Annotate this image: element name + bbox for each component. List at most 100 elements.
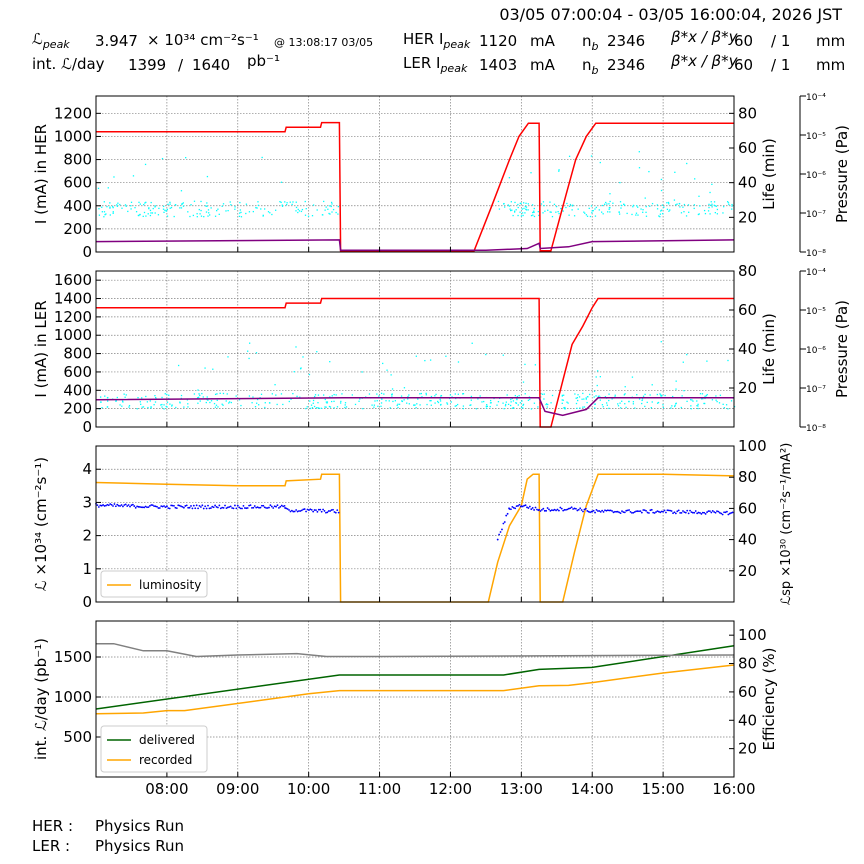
pressure-point — [440, 395, 442, 397]
panel-luminosity: 0 1 2 3 4 20 40 60 80 100 ℒ ×10³⁴ (cm⁻²s⁻¹) ℒsp ×10… — [32, 437, 794, 611]
int-lumi-label: int. ℒ/day — [32, 55, 105, 73]
specific-lumi-point — [221, 506, 224, 509]
specific-lumi-point — [170, 504, 173, 507]
pressure-point — [207, 399, 209, 401]
pressure-point — [659, 216, 661, 218]
specific-lumi-point — [687, 512, 690, 515]
pressure-point — [691, 399, 693, 401]
specific-lumi-point — [209, 507, 212, 510]
specific-lumi-point — [728, 512, 731, 515]
pressure-point — [415, 407, 417, 409]
pressure-point — [166, 406, 168, 408]
pressure-point — [104, 395, 106, 397]
legend-box — [100, 570, 208, 598]
pressure-point — [481, 401, 483, 403]
pressure-point — [508, 177, 511, 179]
pressure-point — [150, 201, 152, 204]
specific-lumi-point — [204, 505, 207, 508]
pressure-point — [642, 395, 645, 397]
specific-lumi-point — [326, 511, 329, 514]
specific-lumi-point — [618, 511, 621, 514]
pressure-point — [437, 401, 440, 404]
pressure-point — [165, 405, 167, 408]
pressure-point — [144, 163, 147, 166]
pressure-point — [636, 205, 638, 207]
specific-lumi-point — [160, 505, 163, 508]
y-tick-label: 0 — [82, 593, 92, 611]
pressure-point — [154, 205, 157, 207]
pressure-point — [711, 206, 713, 208]
specific-lumi-point — [195, 504, 198, 507]
pressure-point — [711, 203, 713, 205]
pressure-point — [668, 210, 670, 212]
pressure-point — [620, 207, 622, 209]
pressure-point — [161, 396, 163, 399]
pressure-point — [575, 397, 577, 399]
current-line — [96, 297, 734, 428]
pressure-point — [569, 203, 572, 206]
pressure-point — [302, 356, 304, 358]
pressure-point — [521, 400, 523, 402]
pressure-point — [445, 355, 447, 357]
specific-lumi-point — [527, 507, 530, 509]
y-axis-label: I (mA) in LER — [32, 300, 50, 397]
pressure-point — [558, 169, 560, 171]
pressure-point — [175, 204, 177, 206]
pressure-point — [632, 206, 634, 208]
specific-lumi-point — [576, 509, 579, 512]
pressure-tick-label: 10⁻⁶ — [806, 171, 826, 181]
pressure-point — [219, 392, 221, 394]
pressure-point — [644, 405, 646, 408]
pressure-point — [429, 359, 432, 361]
specific-lumi-point — [515, 505, 518, 508]
pressure-point — [139, 401, 141, 403]
pressure-point — [612, 202, 614, 204]
specific-lumi-point — [241, 507, 243, 510]
y-right-tick-label: 80 — [738, 104, 757, 122]
pressure-point — [457, 393, 459, 395]
pressure-point — [585, 214, 588, 216]
specific-lumi-point — [708, 510, 711, 513]
y-right-tick-label: 80 — [738, 655, 757, 673]
pressure-point — [462, 393, 465, 395]
pressure-point — [640, 208, 642, 210]
pressure-point — [310, 404, 313, 406]
pressure-point — [139, 203, 141, 205]
pressure-point — [206, 175, 209, 178]
specific-lumi-point — [309, 508, 312, 511]
specific-lumi-point — [670, 510, 673, 512]
pressure-point — [390, 374, 392, 376]
pressure-point — [620, 204, 622, 207]
specific-lumi-point — [164, 506, 167, 509]
pressure-point — [166, 401, 169, 403]
specific-lumi-point — [320, 510, 323, 513]
pressure-point — [113, 176, 115, 178]
specific-lumi-point — [242, 504, 245, 507]
y-tick-label: 1000 — [54, 326, 92, 344]
pressure-point — [298, 210, 301, 212]
specific-lumi-point — [542, 507, 545, 510]
pressure-point — [109, 206, 111, 208]
pressure-point — [693, 204, 696, 206]
pressure-point — [301, 208, 304, 211]
pressure-point — [718, 402, 721, 404]
specific-lumi-point — [163, 505, 165, 507]
specific-lumi-point — [302, 508, 305, 511]
specific-lumi-point — [148, 504, 151, 507]
pressure-point — [574, 393, 576, 395]
pressure-point — [380, 392, 383, 395]
pressure-point — [631, 213, 633, 216]
pressure-point — [142, 406, 145, 408]
pressure-point — [268, 402, 271, 404]
specific-lumi-point — [313, 509, 316, 511]
pressure-point — [150, 212, 152, 214]
pressure-point — [469, 404, 471, 406]
pressure-point — [728, 203, 730, 206]
pressure-point — [103, 211, 106, 213]
pressure-point — [532, 214, 534, 216]
pressure-point — [591, 210, 593, 212]
pressure-point — [462, 393, 464, 395]
pressure-point — [496, 404, 498, 406]
int-unit: pb⁻¹ — [247, 52, 280, 70]
pressure-point — [340, 400, 342, 403]
